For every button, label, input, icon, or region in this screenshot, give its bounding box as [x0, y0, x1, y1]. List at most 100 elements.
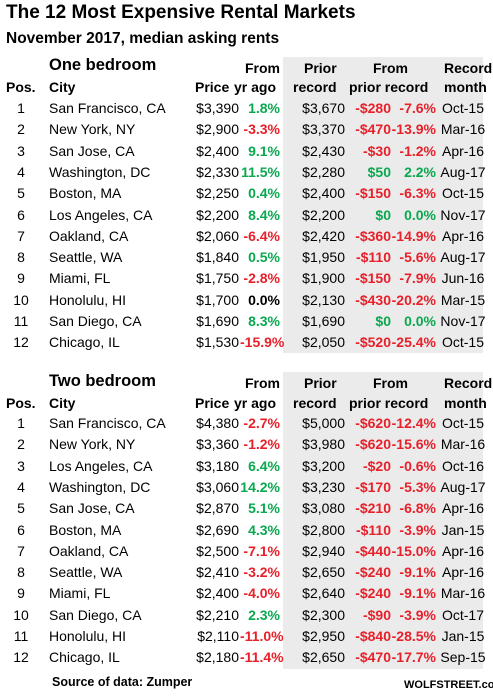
cell-pct: -13.9%	[391, 121, 436, 138]
cell-chg: -$360	[355, 227, 391, 244]
cell-city: San Francisco, CA	[49, 100, 166, 116]
cell-prior: $2,130	[302, 291, 345, 308]
cell-pct: 0.0%	[404, 206, 436, 223]
cell-chg: -$520	[355, 334, 391, 351]
table-row: 10 San Diego, CA $2,210 2.3% $2,300 -$90 -3.9%…	[0, 605, 493, 626]
cell-yr: 8.3%	[248, 313, 280, 329]
cell-yr: -15.9%	[240, 334, 285, 351]
cell-price: $2,200	[196, 206, 239, 223]
cell-city: Seattle, WA	[49, 249, 123, 266]
header-city: City	[49, 79, 76, 95]
cell-prior: $2,050	[302, 334, 345, 351]
cell-price: $1,690	[196, 313, 239, 329]
table-row: 7 Oakland, CA $2,060 -6.4% $2,420 -$360 -14.9%…	[0, 226, 493, 247]
cell-pct: -20.2%	[391, 291, 436, 308]
cell-city: Los Angeles, CA	[49, 206, 153, 223]
cell-price: $1,840	[196, 249, 239, 266]
cell-chg: -$240	[355, 585, 391, 602]
cell-city: Chicago, IL	[49, 334, 120, 351]
cell-prior: $2,640	[302, 585, 345, 602]
cell-chg: -$150	[355, 270, 391, 287]
cell-prior: $2,950	[302, 628, 345, 644]
table-row: 12 Chicago, IL $2,180 -11.4% $2,650 -$470 -17.…	[0, 647, 493, 668]
cell-pct: -17.7%	[391, 649, 436, 666]
cell-pos: 2	[17, 436, 25, 453]
cell-yr: -11.4%	[240, 649, 284, 666]
header-from-prior-record: prior record	[349, 395, 429, 411]
header-city: City	[49, 395, 76, 411]
header-from: From	[245, 375, 280, 391]
page-subtitle: November 2017, median asking rents	[6, 30, 280, 47]
header-prior-record: record	[293, 395, 337, 411]
cell-city: San Francisco, CA	[49, 415, 166, 431]
cell-month: Nov-17	[440, 313, 486, 329]
cell-yr: -7.1%	[243, 542, 280, 559]
cell-prior: $2,400	[302, 185, 345, 202]
table-row: 8 Seattle, WA $1,840 0.5% $1,950 -$110 -5.6% Au…	[0, 247, 493, 268]
table-row: 6 Boston, MA $2,690 4.3% $2,800 -$110 -3.9% Jan…	[0, 520, 493, 541]
section-title-two-bedroom: Two bedroom	[49, 372, 156, 390]
cell-price: $2,060	[196, 227, 239, 244]
header-record-month: month	[444, 395, 487, 411]
cell-pct: 0.0%	[404, 313, 436, 329]
cell-city: Oakland, CA	[49, 227, 129, 244]
cell-pct: -5.3%	[399, 478, 436, 495]
header-prior: Prior	[304, 375, 337, 391]
cell-pct: -3.9%	[399, 521, 436, 538]
cell-chg: -$170	[355, 478, 391, 495]
cell-prior: $3,080	[302, 500, 345, 517]
header-from-prior-record: prior record	[349, 79, 429, 95]
cell-yr: -11.0%	[240, 628, 284, 644]
cell-pct: -6.3%	[399, 185, 436, 202]
cell-price: $2,690	[196, 521, 239, 538]
cell-prior: $3,370	[302, 121, 345, 138]
cell-city: Seattle, WA	[49, 564, 123, 581]
cell-month: Apr-16	[441, 142, 485, 159]
cell-pct: -3.9%	[399, 606, 436, 623]
header-pos: Pos.	[6, 79, 36, 95]
cell-chg: $50	[367, 163, 391, 180]
cell-pos: 1	[17, 415, 25, 431]
section-title-one-bedroom: One bedroom	[49, 56, 157, 74]
cell-yr: -3.2%	[243, 564, 280, 581]
cell-city: San Diego, CA	[49, 606, 142, 623]
cell-month: Oct-15	[441, 100, 484, 116]
cell-price: $3,360	[196, 436, 239, 453]
table-row: 10 Honolulu, HI $1,700 0.0% $2,130 -$430 -20.2…	[0, 290, 493, 311]
cell-month: Oct-16	[441, 457, 484, 474]
cell-pos: 11	[13, 313, 29, 329]
cell-month: Apr-16	[441, 227, 485, 244]
cell-chg: -$620	[355, 415, 391, 431]
table-row: 4 Washington, DC $2,330 11.5% $2,280 $50 2.2% A…	[0, 162, 493, 183]
cell-pct: -7.9%	[399, 270, 436, 287]
cell-price: $1,750	[196, 270, 239, 287]
cell-pos: 11	[13, 628, 29, 644]
cell-price: $1,700	[196, 291, 239, 308]
cell-price: $3,060	[196, 478, 239, 495]
cell-pos: 6	[17, 206, 25, 223]
cell-price: $4,380	[196, 415, 239, 431]
cell-price: $2,180	[196, 649, 239, 666]
cell-prior: $1,690	[302, 313, 345, 329]
header-from-prior: From	[373, 375, 408, 391]
cell-price: $3,180	[196, 457, 239, 474]
shade-panel-one	[283, 57, 483, 353]
cell-chg: -$30	[362, 142, 391, 159]
header-pos: Pos.	[6, 395, 36, 411]
cell-price: $3,390	[196, 100, 239, 116]
table-row: 4 Washington, DC $3,060 14.2% $3,230 -$170 -5.…	[0, 477, 493, 498]
cell-city: New York, NY	[49, 121, 136, 138]
cell-pos: 7	[17, 227, 25, 244]
cell-city: Miami, FL	[49, 270, 111, 287]
table-row: 9 Miami, FL $1,750 -2.8% $1,900 -$150 -7.9% Jun…	[0, 268, 493, 289]
cell-pos: 2	[17, 121, 25, 138]
cell-pos: 3	[17, 142, 25, 159]
cell-city: San Jose, CA	[49, 142, 135, 159]
header-prior: Prior	[304, 60, 337, 76]
cell-chg: -$90	[362, 606, 391, 623]
cell-prior: $2,200	[302, 206, 345, 223]
cell-pos: 12	[13, 649, 29, 666]
cell-month: Oct-17	[441, 606, 484, 623]
cell-month: Aug-17	[440, 249, 486, 266]
cell-pct: -9.1%	[399, 585, 436, 602]
